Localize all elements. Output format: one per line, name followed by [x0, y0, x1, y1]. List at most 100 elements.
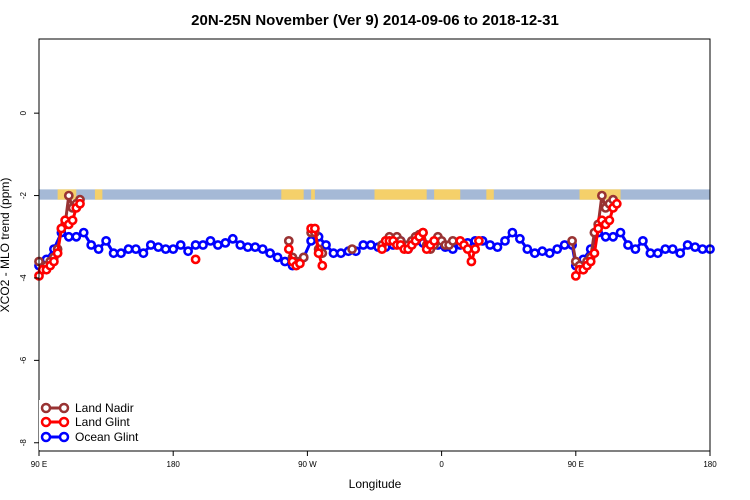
plot-frame — [38, 38, 711, 452]
x-axis: 90 E 180 90 W 0 90 E 180 — [31, 451, 717, 469]
data-point-land-glint — [49, 256, 59, 267]
land-patch — [311, 189, 315, 200]
legend-label-ocean-glint: Ocean Glint — [75, 430, 139, 444]
data-point-land-glint — [377, 244, 387, 254]
data-point-ocean-glint — [675, 248, 686, 259]
data-point-ocean-glint — [93, 244, 104, 254]
data-point-ocean-glint — [638, 235, 648, 246]
y-tick-label: 0 — [19, 110, 28, 115]
land-patch — [281, 189, 304, 200]
data-point-ocean-glint — [537, 246, 548, 257]
legend-item-ocean-glint: Ocean Glint — [40, 430, 139, 444]
x-tick-label: 180 — [703, 460, 717, 469]
data-point-land-nadir — [597, 190, 607, 201]
legend-marker-ocean-glint — [58, 431, 70, 443]
data-point-ocean-glint — [522, 244, 533, 254]
data-point-land-nadir — [63, 190, 74, 201]
series-land-nadir — [34, 190, 618, 275]
data-point-ocean-glint — [71, 231, 82, 242]
data-point-land-glint — [283, 244, 294, 254]
legend: Land Nadir Land Glint Ocean Glint — [39, 400, 169, 450]
data-point-ocean-glint — [101, 235, 111, 246]
data-point-ocean-glint — [608, 231, 618, 242]
data-point-ocean-glint — [667, 244, 678, 254]
data-point-ocean-glint — [682, 240, 693, 250]
data-point-ocean-glint — [559, 240, 570, 250]
data-point-land-glint — [429, 235, 439, 246]
data-point-ocean-glint — [116, 248, 126, 259]
data-point-land-glint — [309, 223, 320, 234]
legend-item-land-nadir: Land Nadir — [40, 401, 134, 415]
data-point-ocean-glint — [690, 242, 700, 252]
y-tick-label: -4 — [19, 274, 28, 282]
data-point-ocean-glint — [600, 231, 611, 242]
legend-marker-land-glint — [58, 416, 70, 428]
data-point-ocean-glint — [630, 244, 641, 254]
legend-label-land-glint: Land Glint — [75, 415, 130, 429]
data-point-ocean-glint — [335, 248, 346, 259]
data-point-land-nadir — [283, 235, 294, 246]
data-point-land-glint — [317, 260, 328, 271]
data-point-ocean-glint — [500, 235, 510, 246]
data-point-land-glint — [585, 256, 596, 267]
data-point-land-glint — [589, 248, 600, 259]
data-point-ocean-glint — [250, 242, 261, 252]
series-ocean-glint — [34, 227, 715, 271]
data-point-ocean-glint — [280, 256, 290, 267]
land-patch — [486, 189, 494, 200]
data-point-ocean-glint — [272, 252, 283, 263]
data-point-ocean-glint — [623, 240, 633, 250]
legend-label-land-nadir: Land Nadir — [75, 401, 134, 415]
data-point-ocean-glint — [321, 240, 331, 250]
data-point-ocean-glint — [78, 227, 89, 238]
x-tick-label: 180 — [167, 460, 181, 469]
data-point-ocean-glint — [168, 244, 179, 254]
data-point-ocean-glint — [212, 240, 223, 250]
data-point-land-glint — [470, 244, 481, 254]
data-point-land-glint — [604, 215, 615, 226]
data-point-ocean-glint — [544, 248, 555, 259]
x-tick-label: 0 — [439, 460, 444, 469]
data-point-land-glint — [462, 244, 473, 254]
data-point-ocean-glint — [160, 244, 171, 254]
data-point-ocean-glint — [306, 235, 316, 246]
data-point-land-nadir — [347, 244, 357, 254]
legend-marker-land-glint — [40, 416, 52, 428]
data-point-ocean-glint — [175, 240, 186, 250]
y-tick-label: -2 — [19, 191, 28, 199]
land-patch — [374, 189, 427, 200]
data-point-land-glint — [418, 227, 428, 238]
data-point-ocean-glint — [265, 248, 275, 259]
data-point-ocean-glint — [507, 227, 518, 238]
data-point-ocean-glint — [697, 244, 708, 254]
data-point-land-glint — [466, 256, 477, 267]
legend-marker-land-nadir — [58, 402, 70, 414]
data-point-ocean-glint — [130, 244, 141, 254]
y-tick-label: -6 — [19, 356, 28, 364]
data-point-ocean-glint — [652, 248, 663, 259]
data-point-ocean-glint — [257, 244, 268, 254]
data-point-ocean-glint — [205, 235, 216, 246]
data-point-ocean-glint — [235, 240, 246, 250]
legend-marker-land-nadir — [40, 402, 52, 414]
data-point-land-glint — [56, 223, 67, 234]
data-point-ocean-glint — [529, 248, 540, 259]
x-axis-label: Longitude — [349, 477, 402, 491]
y-axis: 0 -2 -4 -6 -8 — [19, 110, 39, 446]
data-point-land-glint — [611, 198, 622, 209]
land-patch — [434, 189, 461, 200]
x-tick-label: 90 W — [298, 460, 317, 469]
data-point-ocean-glint — [153, 242, 164, 252]
data-point-ocean-glint — [86, 240, 97, 250]
data-point-ocean-glint — [183, 246, 193, 257]
data-point-land-glint — [313, 248, 324, 259]
x-tick-label: 90 E — [31, 460, 47, 469]
land-patch — [94, 189, 103, 200]
data-point-ocean-glint — [63, 231, 74, 242]
data-point-land-glint — [67, 215, 78, 226]
data-point-ocean-glint — [145, 240, 156, 250]
data-point-land-glint — [294, 258, 305, 269]
data-point-ocean-glint — [227, 233, 238, 244]
x-tick-label: 90 E — [568, 460, 584, 469]
